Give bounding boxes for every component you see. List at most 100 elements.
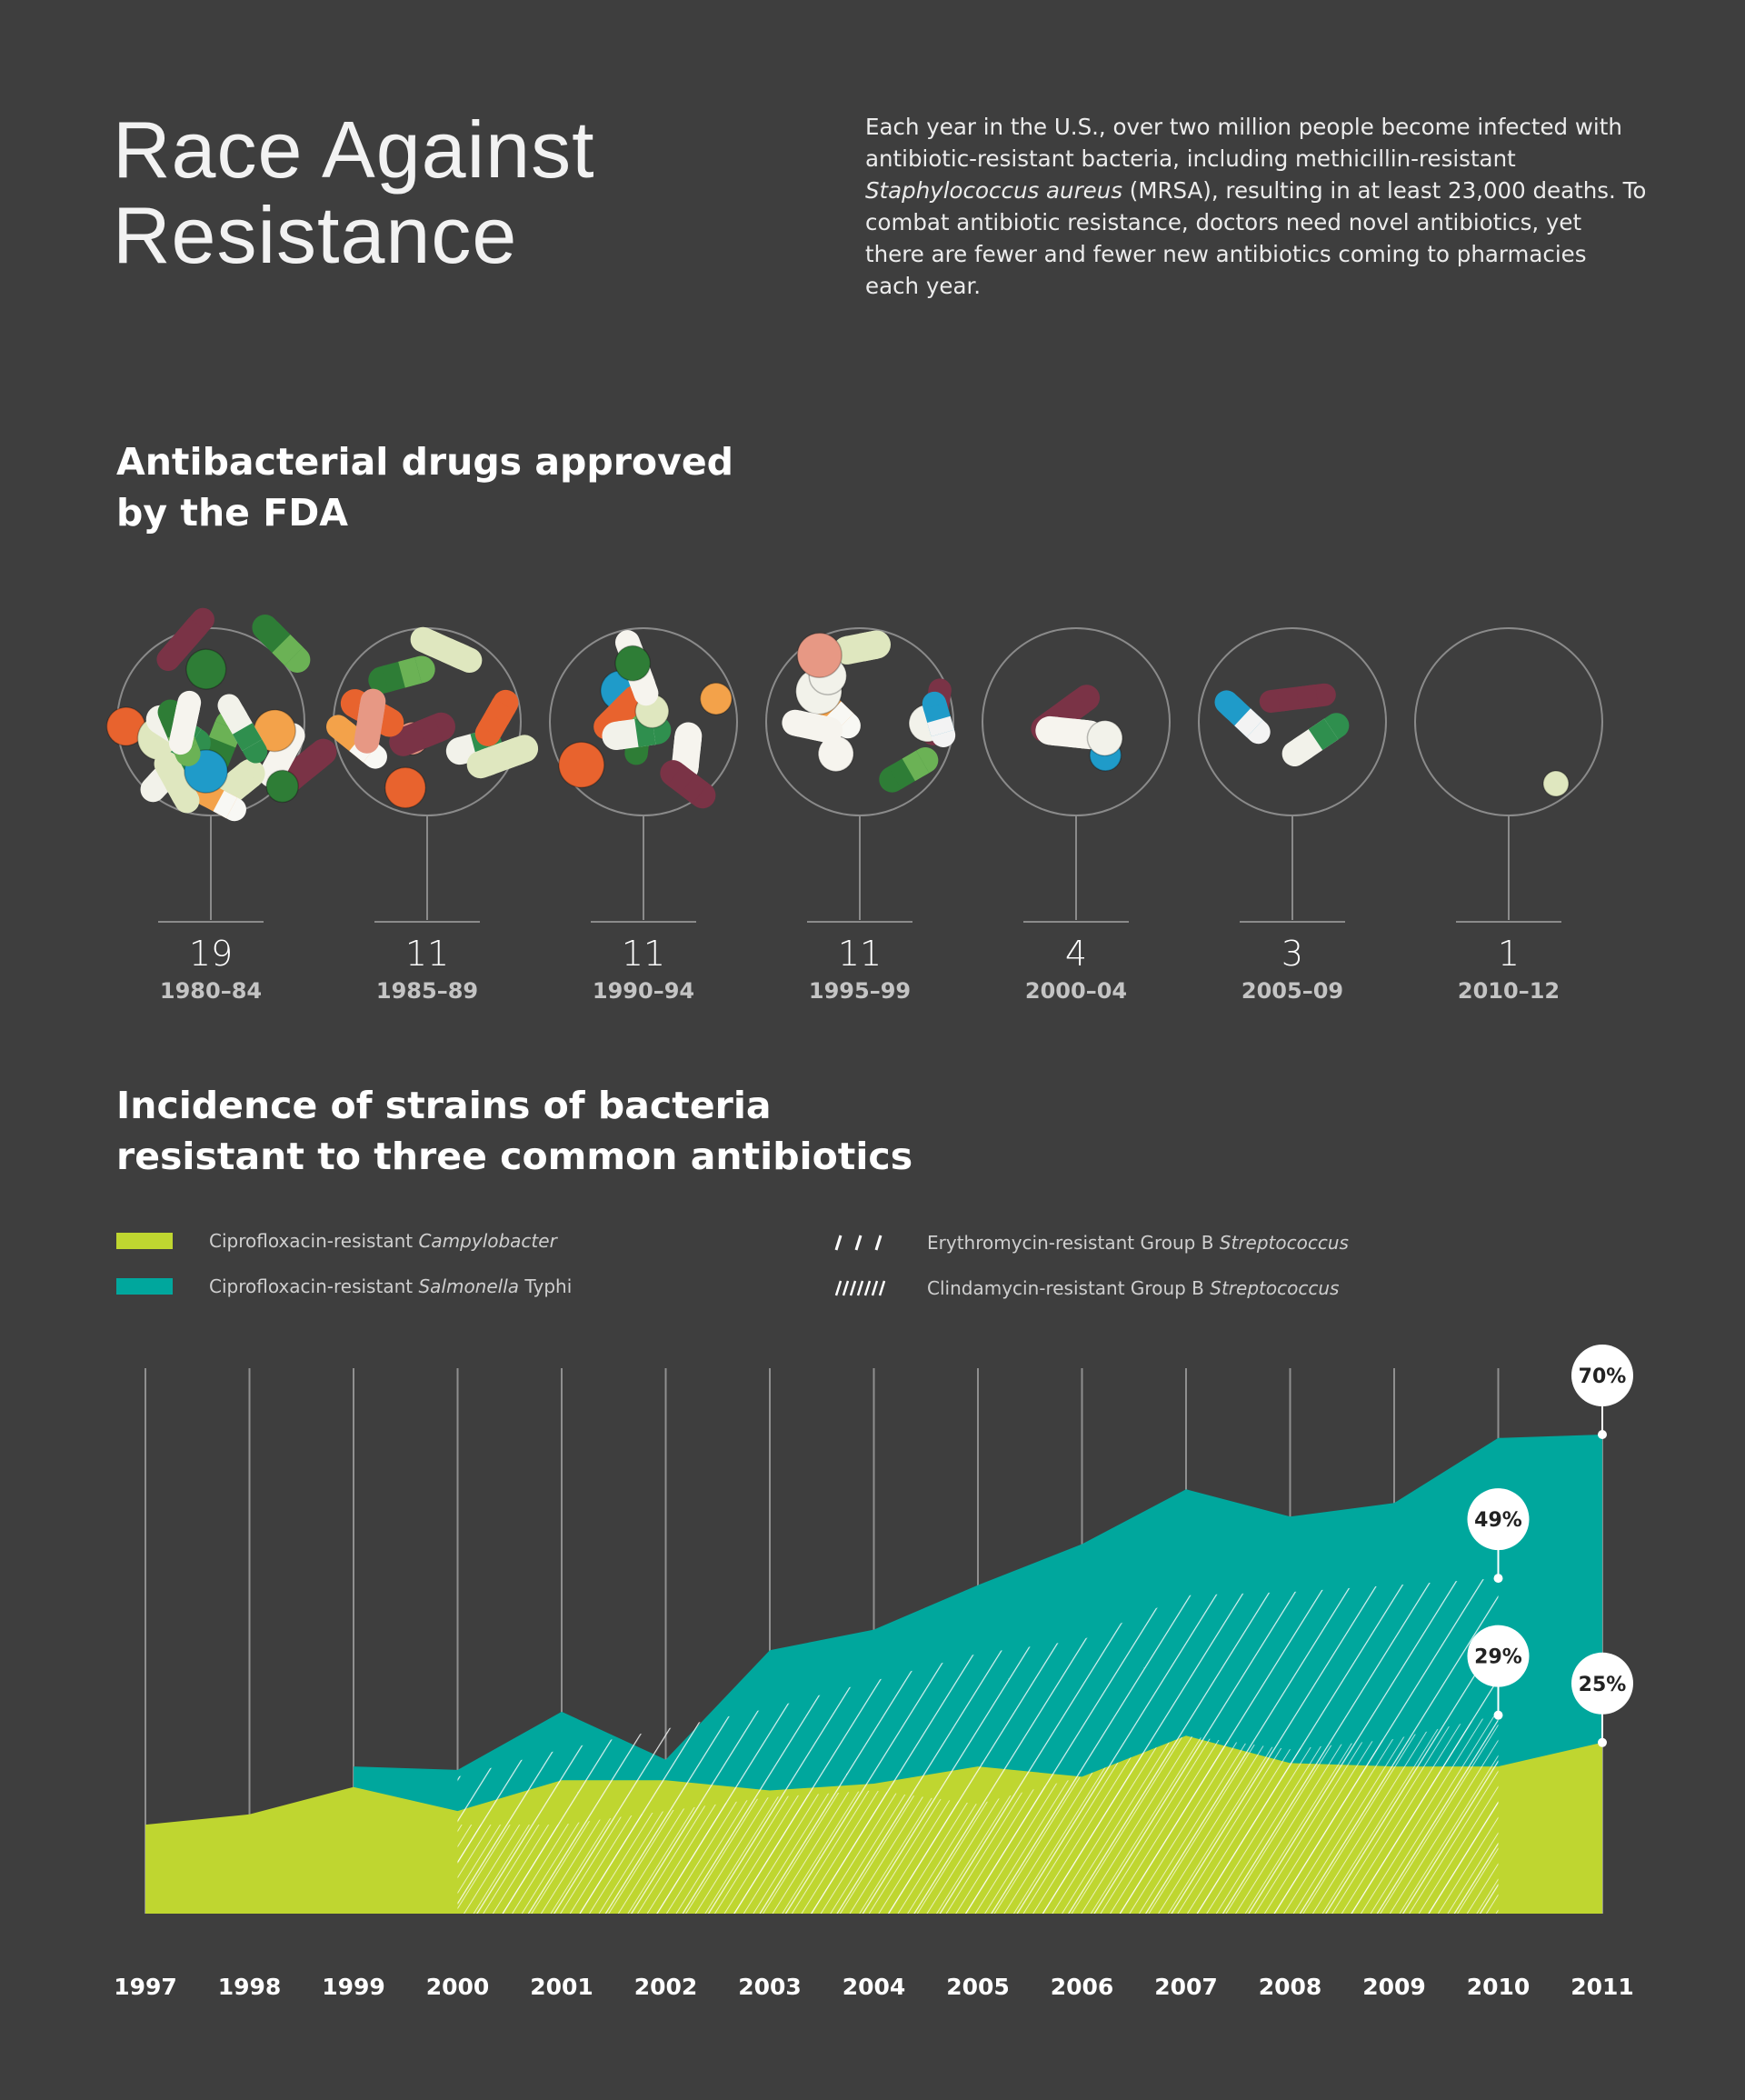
year-tick-label: 2005 — [946, 1974, 1010, 2000]
resistance-title-line1: Incidence of strains of bacteria — [116, 1084, 772, 1127]
callout-dot — [1598, 1430, 1607, 1439]
year-tick-label: 1997 — [114, 1974, 177, 2000]
fda-period-group: 11 1985–89 — [326, 626, 539, 1004]
value-callout: 25% — [1571, 1652, 1633, 1747]
legend-label-italic: Salmonella — [418, 1275, 520, 1297]
pill-icon — [1542, 770, 1570, 797]
resistance-section-title: Incidence of strains of bacteria resista… — [116, 1080, 912, 1182]
pill-icon — [782, 709, 843, 744]
pill-icon — [660, 760, 716, 809]
legend-label-text: Clindamycin-resistant Group B — [927, 1277, 1211, 1299]
pill-icon — [558, 741, 605, 788]
period-range-label: 2005–09 — [1241, 978, 1343, 1004]
legend-label-suffix: Typhi — [519, 1275, 573, 1297]
callout-bubble — [1467, 1625, 1530, 1687]
period-circle — [1414, 627, 1603, 816]
fda-section-title: Antibacterial drugs approved by the FDA — [116, 436, 733, 538]
callout-bubble — [1467, 1488, 1530, 1551]
fda-title-line1: Antibacterial drugs approved — [116, 440, 733, 484]
legend-swatch-erythromycin — [834, 1235, 882, 1251]
pill-icon — [796, 632, 843, 678]
year-tick-label: 1999 — [322, 1974, 385, 2000]
value-callout: 70% — [1571, 1345, 1633, 1439]
year-tick-label: 2009 — [1362, 1974, 1426, 2000]
page-title: Race Against Resistance — [113, 107, 595, 278]
legend-swatch-campylobacter — [116, 1233, 173, 1249]
pill-icon — [156, 607, 214, 672]
pill-icon — [1281, 713, 1350, 766]
period-count-label: 11 — [405, 934, 449, 974]
legend-swatch-clindamycin — [834, 1280, 886, 1296]
series-area-clindamycin — [457, 1715, 1499, 1914]
intro-text-italic: Staphylococcus aureus — [865, 177, 1123, 204]
year-tick-label: 2006 — [1051, 1974, 1114, 2000]
period-count-label: 4 — [1065, 934, 1087, 974]
resistance-title-line2: resistant to three common antibiotics — [116, 1135, 913, 1178]
pill-icon — [466, 735, 539, 779]
pill-icon — [833, 630, 892, 665]
series-area-campylobacter — [145, 1735, 1602, 1914]
page-title-line1: Race Against — [113, 105, 595, 195]
pill-icon — [368, 655, 435, 694]
pill-icon — [154, 751, 200, 814]
period-range-label: 1995–99 — [809, 978, 911, 1004]
legend-label-campylobacter: Ciprofloxacin-resistant Campylobacter — [209, 1227, 557, 1255]
year-tick-label: 2000 — [426, 1974, 490, 2000]
period-circle — [1198, 627, 1387, 816]
period-count-label: 19 — [189, 934, 233, 974]
pill-icon — [354, 688, 386, 754]
year-tick-label: 2010 — [1467, 1974, 1531, 2000]
value-callout: 49% — [1467, 1488, 1530, 1584]
pill-icon — [474, 689, 519, 746]
fda-period-group: 11 1995–99 — [765, 627, 956, 1004]
period-range-label: 1985–89 — [376, 978, 478, 1004]
page-title-line2: Resistance — [113, 190, 518, 280]
intro-text-part1: Each year in the U.S., over two million … — [865, 114, 1622, 172]
period-range-label: 2000–04 — [1025, 978, 1127, 1004]
legend-swatch-salmonella — [116, 1278, 173, 1295]
year-tick-label: 2011 — [1570, 1974, 1634, 2000]
period-range-label: 2010–12 — [1458, 978, 1560, 1004]
year-tick-label: 1998 — [218, 1974, 282, 2000]
pill-icon — [217, 694, 268, 764]
fda-period-group: 4 2000–04 — [982, 627, 1171, 1004]
legend-label-italic: Streptococcus — [1219, 1232, 1349, 1254]
legend-label-clindamycin: Clindamycin-resistant Group B Streptococ… — [927, 1275, 1339, 1302]
pill-icon — [699, 682, 733, 715]
period-count-label: 1 — [1498, 934, 1520, 974]
pill-icon — [879, 747, 939, 793]
fda-title-line2: by the FDA — [116, 491, 348, 535]
pill-icon — [389, 712, 455, 756]
year-tick-label: 2007 — [1154, 1974, 1218, 2000]
period-count-label: 11 — [838, 934, 882, 974]
pill-icon — [1214, 690, 1271, 745]
intro-paragraph: Each year in the U.S., over two million … — [865, 111, 1647, 302]
legend-label-italic: Campylobacter — [418, 1230, 557, 1252]
value-callout: 29% — [1467, 1625, 1530, 1720]
pill-icon — [265, 769, 299, 804]
fda-period-group: 11 1990–94 — [549, 627, 738, 1004]
year-tick-label: 2008 — [1259, 1974, 1322, 2000]
pill-icon — [1259, 683, 1336, 713]
fda-period-group: 3 2005–09 — [1198, 627, 1387, 1004]
callout-label: 49% — [1474, 1509, 1522, 1532]
legend-label-text: Ciprofloxacin-resistant — [209, 1230, 419, 1252]
year-tick-label: 2002 — [634, 1974, 698, 2000]
pill-icon — [1086, 719, 1123, 756]
pill-icon — [252, 615, 311, 673]
pill-icon — [410, 626, 483, 674]
callout-label: 25% — [1579, 1674, 1627, 1696]
year-tick-label: 2003 — [738, 1974, 802, 2000]
pill-icon — [922, 691, 956, 747]
pill-icon — [185, 648, 227, 690]
year-tick-label: 2004 — [843, 1974, 906, 2000]
pill-icon — [1035, 715, 1104, 750]
intro-text-part2: (MRSA), resulting in at least 23,000 dea… — [865, 177, 1647, 299]
legend-label-text: Ciprofloxacin-resistant — [209, 1275, 419, 1297]
pill-icon — [384, 766, 426, 809]
series-area-erythromycin — [457, 1578, 1499, 1914]
pill-icon — [168, 690, 202, 755]
legend-label-erythromycin: Erythromycin-resistant Group B Streptoco… — [927, 1229, 1349, 1256]
callout-bubble — [1571, 1652, 1633, 1715]
series-area-salmonella — [354, 1435, 1602, 1914]
